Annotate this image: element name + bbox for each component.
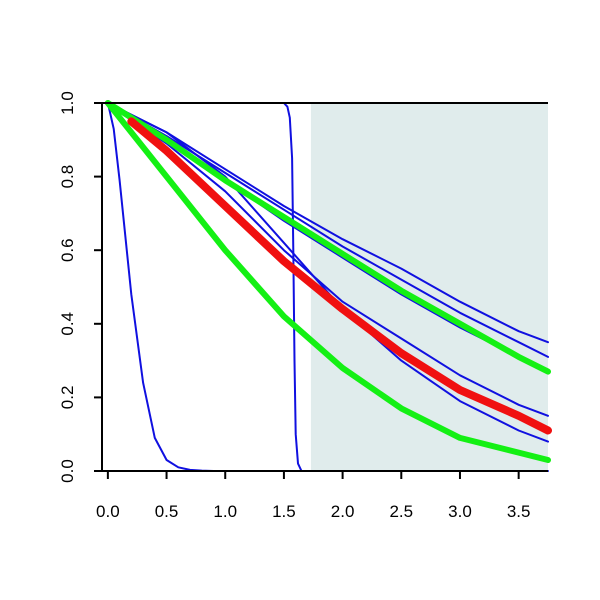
y-tick-label: 0.6 bbox=[58, 238, 77, 262]
series-line-10 bbox=[127, 117, 552, 435]
x-tick-label: 0.5 bbox=[155, 502, 179, 521]
y-tick-label: 1.0 bbox=[58, 91, 77, 115]
y-tick-label: 0.8 bbox=[58, 165, 77, 189]
x-tick-label: 3.0 bbox=[448, 502, 472, 521]
series-line-9 bbox=[104, 100, 551, 375]
y-tick-label: 0.4 bbox=[58, 312, 77, 336]
axes-layer bbox=[101, 102, 548, 472]
series-line-6 bbox=[106, 102, 549, 417]
series-line-8 bbox=[104, 100, 551, 463]
y-tick-label: 0.2 bbox=[58, 386, 77, 410]
x-tick-label: 2.5 bbox=[389, 502, 413, 521]
x-tick-label: 2.0 bbox=[331, 502, 355, 521]
y-tick-label: 0.0 bbox=[58, 459, 77, 483]
x-tick-label: 1.5 bbox=[272, 502, 296, 521]
x-tick-label: 1.0 bbox=[213, 502, 237, 521]
y-axis-ticks: 0.0 0.2 0.4 0.6 0.8 1.0 bbox=[58, 91, 102, 483]
series-line-3 bbox=[106, 102, 549, 344]
series-layer bbox=[104, 100, 552, 472]
x-axis-ticks: 0.0 0.5 1.0 1.5 2.0 2.5 3.0 3.5 bbox=[96, 471, 530, 521]
x-tick-label: 3.5 bbox=[507, 502, 531, 521]
x-tick-label: 0.0 bbox=[96, 502, 120, 521]
